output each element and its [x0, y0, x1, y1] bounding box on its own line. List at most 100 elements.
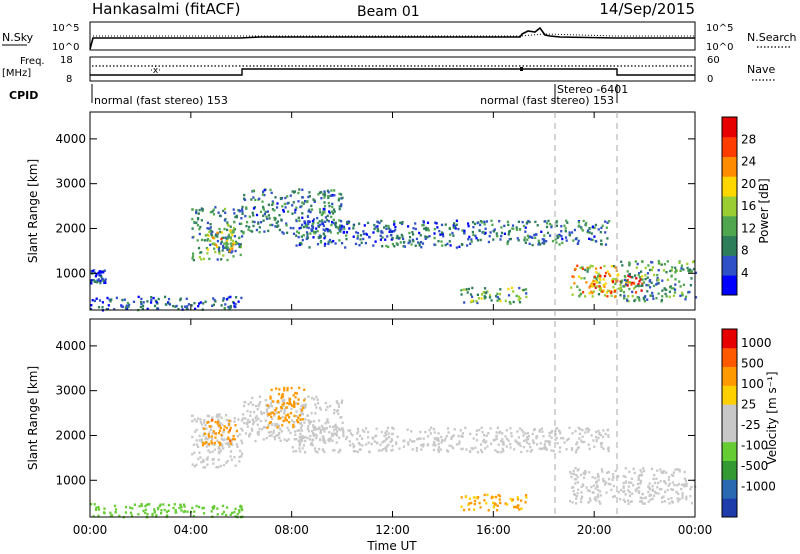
echo-cell	[614, 469, 617, 473]
echo-cell	[694, 296, 698, 299]
echo-cell	[191, 453, 194, 456]
echo-cell	[600, 468, 603, 471]
echo-cell	[200, 461, 203, 464]
echo-cell	[206, 237, 210, 241]
echo-cell	[294, 402, 297, 405]
echo-cell	[664, 292, 667, 296]
echo-cell	[270, 434, 273, 437]
echo-cell	[217, 465, 220, 469]
freq-glitch-mark	[520, 67, 523, 71]
echo-cell	[608, 477, 611, 481]
echo-cell	[602, 278, 605, 281]
echo-cell	[262, 438, 265, 441]
echo-cell	[517, 295, 520, 298]
echo-cell	[414, 227, 417, 231]
echo-cell	[409, 438, 412, 442]
echo-cell	[597, 436, 600, 440]
echo-cell	[461, 432, 464, 435]
echo-cell	[496, 426, 499, 430]
echo-cell	[551, 239, 555, 243]
echo-cell	[219, 214, 222, 217]
echo-cell	[537, 239, 540, 242]
echo-cell	[318, 406, 322, 410]
echo-cell	[624, 480, 628, 483]
echo-cell	[602, 429, 605, 432]
echo-cell	[324, 242, 327, 246]
echo-cell	[286, 426, 289, 429]
power-ylabel: Slant Range [km]	[26, 159, 40, 263]
echo-cell	[230, 238, 233, 241]
echo-cell	[204, 436, 208, 439]
echo-cell	[109, 300, 112, 303]
echo-cell	[271, 200, 274, 203]
echo-cell	[240, 217, 243, 220]
echo-cell	[636, 482, 639, 486]
echo-cell	[638, 280, 641, 283]
colorbar-tick-label: 25	[741, 398, 756, 412]
echo-cell	[322, 228, 325, 231]
echo-cell	[297, 416, 300, 419]
echo-cell	[342, 429, 345, 433]
echo-cell	[683, 483, 686, 486]
echo-cell	[349, 432, 352, 435]
echo-cell	[434, 221, 437, 224]
echo-cell	[308, 420, 311, 424]
echo-cell	[508, 230, 511, 233]
echo-cell	[510, 286, 514, 290]
echo-cell	[440, 435, 443, 439]
echo-cell	[268, 434, 271, 437]
echo-cell	[420, 443, 423, 447]
echo-cell	[599, 490, 602, 493]
echo-cell	[359, 234, 362, 237]
echo-cell	[543, 234, 546, 237]
echo-cell	[425, 228, 428, 232]
echo-cell	[581, 266, 584, 269]
echo-cell	[221, 512, 224, 516]
echo-cell	[419, 437, 422, 440]
echo-cell	[298, 243, 301, 247]
echo-cell	[316, 230, 319, 233]
echo-cell	[340, 203, 343, 206]
echo-cell	[297, 439, 300, 442]
echo-cell	[624, 281, 628, 285]
echo-cell	[240, 507, 243, 511]
echo-cell	[215, 466, 218, 469]
echo-cell	[311, 396, 314, 400]
echo-cell	[320, 213, 323, 217]
echo-cell	[417, 437, 421, 440]
echo-cell	[507, 294, 511, 297]
echo-cell	[652, 494, 656, 497]
nave-label: Nave	[747, 63, 775, 76]
echo-cell	[326, 189, 329, 192]
echo-cell	[281, 205, 284, 208]
echo-cell	[210, 425, 213, 428]
echo-cell	[235, 296, 238, 299]
echo-cell	[295, 219, 298, 223]
echo-cell	[291, 212, 294, 215]
echo-cell	[266, 210, 269, 213]
echo-cell	[300, 436, 303, 440]
echo-cell	[632, 281, 635, 284]
echo-cell	[517, 436, 520, 439]
echo-cell	[649, 294, 652, 297]
echo-cell	[472, 437, 475, 440]
echo-cell	[274, 409, 277, 412]
echo-cell	[632, 484, 635, 487]
echo-cell	[271, 411, 274, 414]
echo-cell	[186, 305, 189, 308]
echo-cell	[671, 266, 674, 269]
echo-cell	[516, 430, 519, 433]
echo-cell	[238, 510, 241, 514]
echo-cell	[386, 426, 389, 430]
echo-cell	[133, 503, 136, 506]
echo-cell	[340, 401, 343, 404]
echo-cell	[660, 496, 664, 499]
echo-cell	[577, 468, 580, 471]
echo-cell	[288, 402, 291, 406]
echo-cell	[150, 298, 153, 302]
echo-cell	[659, 480, 662, 483]
echo-cell	[218, 250, 221, 253]
echo-cell	[429, 432, 432, 435]
echo-cell	[291, 446, 294, 449]
echo-cell	[513, 448, 516, 451]
